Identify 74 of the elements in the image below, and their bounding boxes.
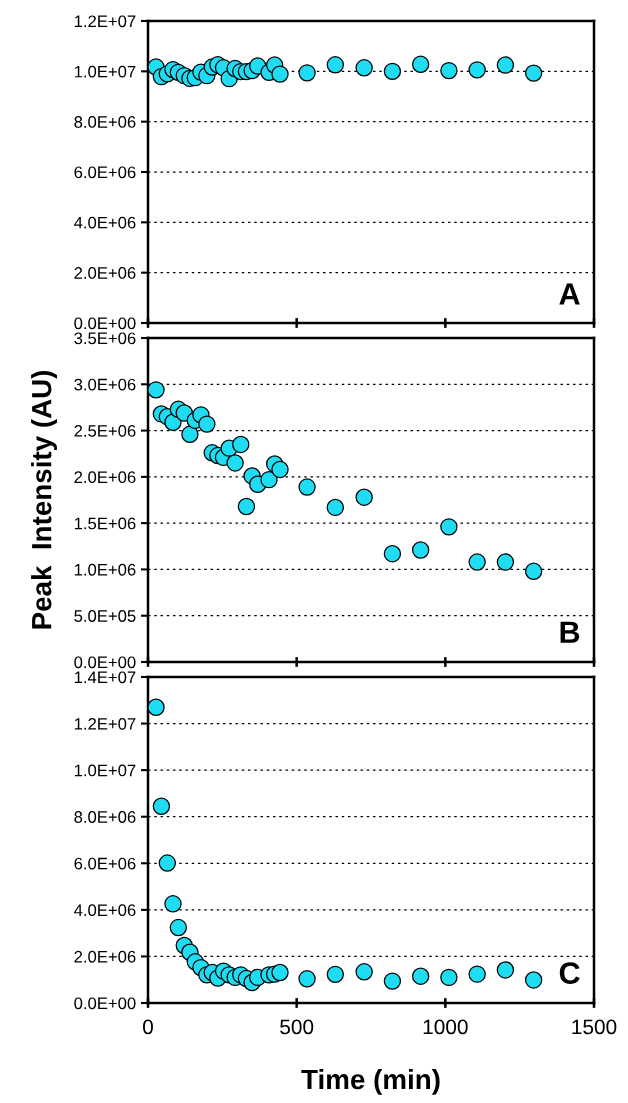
x-tick-label: 1500: [572, 1019, 617, 1035]
y-tick-label: 2.0E+06: [74, 267, 136, 279]
y-tick-label: 6.0E+06: [74, 857, 136, 870]
point: [440, 61, 458, 80]
point: [158, 854, 177, 872]
point: [468, 965, 486, 983]
point: [226, 454, 244, 472]
x-axis-title: Time (min): [301, 1068, 440, 1095]
point: [271, 65, 289, 83]
y-tick-label: 3.0E+06: [74, 378, 136, 391]
point: [411, 541, 430, 559]
point: [298, 64, 316, 82]
y-tick-label: 2.5E+06: [74, 424, 136, 437]
y-tick-label: 1.2E+07: [74, 15, 136, 28]
point: [237, 497, 256, 516]
annotation: C: [559, 962, 580, 984]
point: [440, 968, 458, 987]
point: [496, 553, 515, 571]
annotation: B: [560, 621, 580, 643]
point: [383, 62, 402, 81]
point: [524, 971, 543, 989]
y-tick-label: 8.0E+06: [74, 116, 136, 128]
y-tick-label: 1.0E+06: [74, 563, 136, 576]
point: [524, 64, 543, 82]
y-tick-label: 1.0E+07: [74, 764, 136, 777]
y-tick-label: 6.0E+06: [74, 166, 136, 179]
point: [260, 470, 278, 489]
point: [164, 895, 182, 913]
point: [326, 56, 345, 74]
point: [148, 381, 165, 399]
point: [198, 415, 216, 433]
point: [383, 544, 402, 563]
point: [355, 963, 373, 981]
point: [411, 55, 430, 73]
point: [271, 963, 289, 982]
y-tick-label: 3.5E+06: [74, 332, 136, 345]
point: [148, 698, 165, 716]
point: [496, 56, 515, 74]
point: [169, 918, 188, 937]
point: [468, 61, 486, 79]
point: [152, 797, 171, 815]
point: [326, 965, 345, 984]
y-tick-label: 1.4E+07: [74, 671, 136, 684]
point: [355, 59, 373, 77]
point: [326, 498, 345, 517]
x-tick-label: 500: [280, 1019, 314, 1035]
point: [468, 553, 486, 571]
point: [271, 460, 289, 479]
y-tick-label: 0.0E+00: [74, 656, 136, 669]
y-tick-label: 5.0E+05: [74, 610, 136, 622]
y-axis-title: Peak Intensity (AU): [31, 370, 57, 629]
y-tick-label: 1.5E+06: [74, 517, 136, 530]
point: [232, 435, 250, 454]
point: [524, 562, 543, 580]
point: [355, 488, 373, 506]
annotation: A: [559, 283, 580, 305]
y-tick-label: 2.0E+06: [74, 471, 136, 484]
point: [411, 967, 430, 985]
point: [496, 961, 515, 979]
y-tick-label: 4.0E+06: [74, 216, 136, 229]
point: [298, 970, 316, 988]
y-tick-label: 0.0E+00: [74, 997, 136, 1010]
y-tick-label: 8.0E+06: [74, 811, 136, 823]
point: [383, 972, 402, 990]
point: [298, 478, 316, 496]
y-tick-label: 4.0E+06: [74, 904, 136, 917]
x-tick-label: 0: [143, 1019, 153, 1035]
y-tick-label: 0.0E+00: [74, 317, 136, 330]
point: [181, 425, 199, 443]
x-tick-label: 1000: [423, 1019, 468, 1035]
y-tick-label: 1.0E+07: [74, 65, 136, 78]
point: [440, 518, 458, 536]
y-tick-label: 1.2E+07: [74, 717, 136, 730]
y-tick-label: 2.0E+06: [74, 950, 136, 963]
